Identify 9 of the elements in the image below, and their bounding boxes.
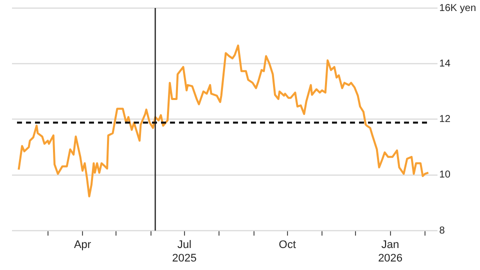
x-tick-label: Apr [74, 239, 92, 252]
x-tick-label: Jul 2025 [172, 239, 197, 264]
x-tick-label: Oct [278, 239, 296, 252]
x-tick-label: Jan 2026 [378, 239, 403, 264]
y-tick-label: 10 [439, 170, 451, 181]
y-tick-label: 12 [439, 114, 451, 126]
y-tick-label: 16K yen [439, 2, 476, 14]
y-tick-label: 8 [439, 225, 446, 236]
y-tick-label: 14 [439, 58, 451, 70]
